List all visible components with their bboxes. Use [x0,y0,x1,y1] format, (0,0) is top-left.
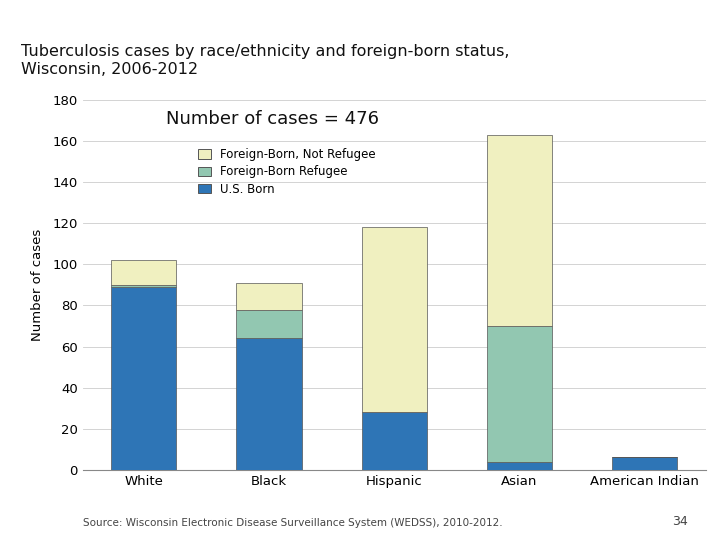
Text: Number of cases = 476: Number of cases = 476 [166,110,379,128]
Y-axis label: Number of cases: Number of cases [31,229,44,341]
Bar [361,227,427,412]
Bar [487,326,552,462]
Text: Source: Wisconsin Electronic Disease Surveillance System (WEDSS), 2010-2012.: Source: Wisconsin Electronic Disease Sur… [83,518,503,528]
Bar [111,285,176,287]
Text: Tuberculosis cases by race/ethnicity and foreign-born status,
Wisconsin, 2006-20: Tuberculosis cases by race/ethnicity and… [22,44,510,77]
Bar [111,287,176,470]
Bar [487,135,552,326]
Bar [236,283,302,309]
Bar [612,457,678,470]
Legend: Foreign-Born, Not Refugee, Foreign-Born Refugee, U.S. Born: Foreign-Born, Not Refugee, Foreign-Born … [198,148,376,195]
Text: 34: 34 [672,515,688,528]
Text: Incidence of communicable disease: Incidence of communicable disease [464,12,711,26]
Bar [236,309,302,338]
Bar [236,338,302,470]
Bar [111,260,176,285]
Bar [361,412,427,470]
Bar [487,462,552,470]
Text: COMMUNICABLE DISEASE: COMMUNICABLE DISEASE [9,12,207,26]
